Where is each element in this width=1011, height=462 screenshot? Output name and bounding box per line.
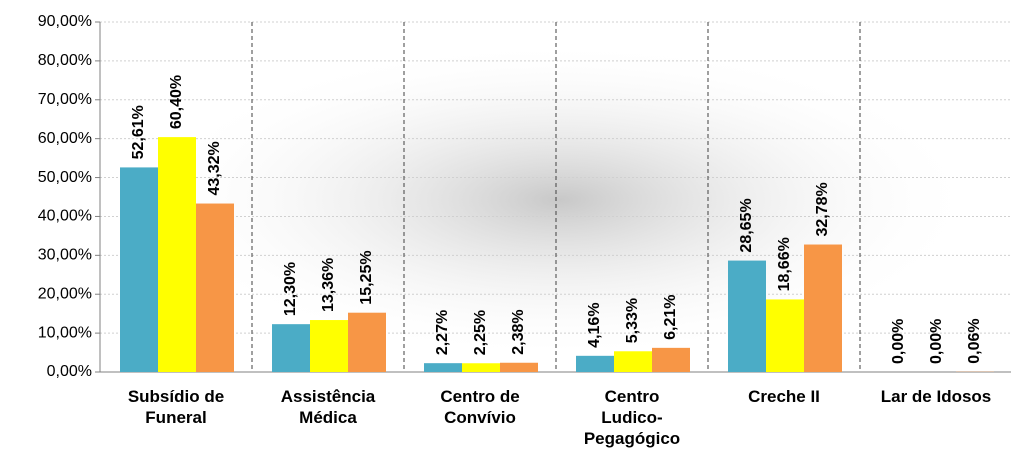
value-label: 6,21% bbox=[662, 294, 679, 339]
bar bbox=[728, 260, 766, 372]
bar bbox=[576, 355, 614, 372]
value-label: 13,36% bbox=[320, 258, 337, 312]
bar bbox=[196, 203, 234, 372]
x-tick-label: Centro Ludico- Pegagógico bbox=[583, 387, 681, 448]
y-tick-label: 90,00% bbox=[38, 13, 92, 30]
value-label: 32,78% bbox=[814, 182, 831, 236]
y-tick-label: 10,00% bbox=[38, 324, 92, 341]
bar bbox=[614, 351, 652, 372]
value-label: 2,25% bbox=[472, 310, 489, 355]
value-label: 28,65% bbox=[738, 198, 755, 252]
value-label: 43,32% bbox=[206, 141, 223, 195]
value-label: 15,25% bbox=[358, 250, 375, 304]
value-label: 0,06% bbox=[966, 318, 983, 363]
y-tick-label: 50,00% bbox=[38, 169, 92, 186]
bar bbox=[424, 363, 462, 372]
x-tick-label: Lar de Idosos bbox=[880, 387, 992, 406]
y-tick-label: 30,00% bbox=[38, 247, 92, 264]
bar bbox=[272, 324, 310, 372]
bar bbox=[120, 167, 158, 372]
value-label: 60,40% bbox=[168, 75, 185, 129]
value-label: 0,00% bbox=[928, 319, 945, 364]
x-tick-label: Creche II bbox=[748, 387, 820, 406]
value-label: 5,33% bbox=[624, 298, 641, 343]
value-label: 2,38% bbox=[510, 309, 527, 354]
bar bbox=[462, 363, 500, 372]
bar bbox=[804, 244, 842, 372]
y-tick-label: 60,00% bbox=[38, 130, 92, 147]
value-label: 12,30% bbox=[282, 262, 299, 316]
x-tick-label: Subsídio de Funeral bbox=[127, 387, 225, 427]
value-label: 0,00% bbox=[890, 319, 907, 364]
y-tick-label: 40,00% bbox=[38, 208, 92, 225]
y-tick-label: 80,00% bbox=[38, 52, 92, 69]
bar bbox=[500, 362, 538, 372]
bar bbox=[348, 312, 386, 372]
value-label: 18,66% bbox=[776, 237, 793, 291]
bar bbox=[310, 320, 348, 372]
value-label: 4,16% bbox=[586, 302, 603, 347]
value-label: 52,61% bbox=[130, 105, 147, 159]
background-shade bbox=[140, 40, 980, 360]
bar bbox=[766, 299, 804, 372]
value-label: 2,27% bbox=[434, 310, 451, 355]
x-tick-label: Assistência Médica bbox=[280, 387, 376, 427]
y-tick-label: 20,00% bbox=[38, 285, 92, 302]
y-tick-label: 70,00% bbox=[38, 91, 92, 108]
bar bbox=[158, 137, 196, 372]
x-tick-label: Centro de Convívio bbox=[440, 387, 520, 427]
y-tick-label: 0,00% bbox=[47, 363, 92, 380]
bar bbox=[652, 347, 690, 372]
